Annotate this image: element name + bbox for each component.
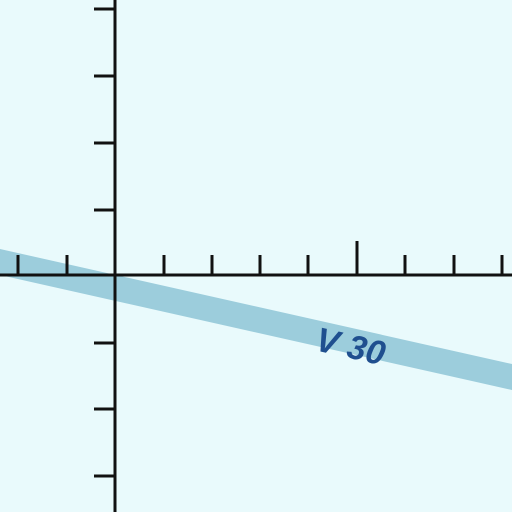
axis-ticks	[16, 7, 504, 478]
v30-band	[0, 249, 512, 390]
